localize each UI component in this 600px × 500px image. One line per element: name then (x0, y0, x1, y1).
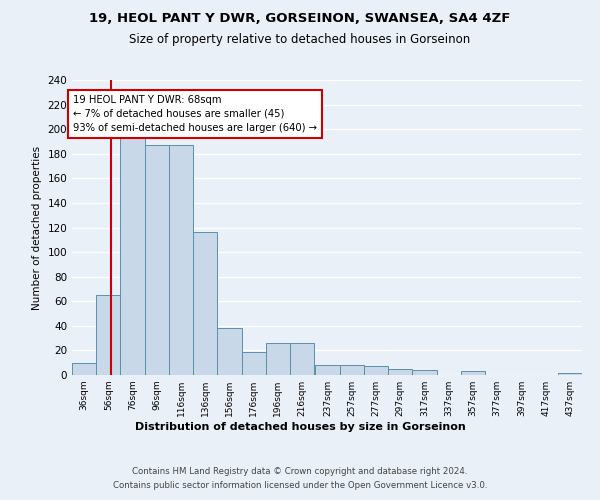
Y-axis label: Number of detached properties: Number of detached properties (32, 146, 42, 310)
Bar (96, 295, 121, 375)
Bar (121, 129, 145, 375)
Bar (388, 369, 412, 375)
Text: Distribution of detached houses by size in Gorseinon: Distribution of detached houses by size … (134, 422, 466, 432)
Bar (461, 372, 485, 375)
Bar (193, 232, 217, 375)
Bar (558, 372, 582, 375)
Bar (412, 370, 437, 375)
Text: 19, HEOL PANT Y DWR, GORSEINON, SWANSEA, SA4 4ZF: 19, HEOL PANT Y DWR, GORSEINON, SWANSEA,… (89, 12, 511, 26)
Bar (217, 328, 242, 375)
Text: Contains public sector information licensed under the Open Government Licence v3: Contains public sector information licen… (113, 481, 487, 490)
Bar (266, 343, 290, 375)
Text: Size of property relative to detached houses in Gorseinon: Size of property relative to detached ho… (130, 32, 470, 46)
Bar (316, 365, 340, 375)
Text: Contains HM Land Registry data © Crown copyright and database right 2024.: Contains HM Land Registry data © Crown c… (132, 468, 468, 476)
Bar (169, 145, 193, 375)
Bar (290, 343, 314, 375)
Bar (145, 145, 169, 375)
Bar (242, 352, 266, 375)
Text: 19 HEOL PANT Y DWR: 68sqm
← 7% of detached houses are smaller (45)
93% of semi-d: 19 HEOL PANT Y DWR: 68sqm ← 7% of detach… (73, 95, 317, 132)
Bar (340, 365, 364, 375)
Bar (72, 362, 96, 375)
Bar (364, 366, 388, 375)
